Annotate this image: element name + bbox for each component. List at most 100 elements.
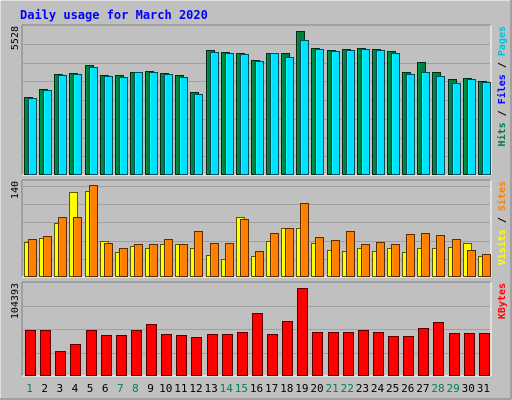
bar-sites (149, 244, 158, 277)
day-label: 18 (280, 382, 293, 395)
bar-kbytes (297, 288, 308, 376)
bar-sites (89, 185, 98, 277)
chart-panels: 5528 Hits / Files / Pages 140 Visits / Site… (10, 24, 508, 377)
bar-kbytes (55, 351, 66, 376)
axis-label-separator: / (497, 104, 508, 122)
day-label: 4 (72, 382, 79, 395)
panel-hits-files-pages: 5528 Hits / Files / Pages (10, 24, 508, 176)
day-label: 29 (447, 382, 460, 395)
y-max-label: 140 (10, 181, 21, 199)
day-label: 23 (356, 382, 369, 395)
bar-kbytes (237, 332, 248, 376)
axis-label-files: Files (496, 74, 508, 104)
chart-title: Daily usage for March 2020 (20, 8, 208, 22)
day-label: 13 (204, 382, 217, 395)
bar-files (104, 76, 113, 175)
bar-sites (73, 217, 82, 277)
bar-kbytes (191, 337, 202, 376)
right-axis-label: KBytes (497, 283, 508, 319)
bar-files (225, 53, 234, 175)
bar-kbytes (25, 330, 36, 376)
bar-sites (436, 235, 445, 277)
bar-sites (467, 250, 476, 277)
bar-kbytes (252, 313, 263, 376)
day-label: 27 (416, 382, 429, 395)
bar-sites (300, 203, 309, 277)
bar-kbytes (403, 336, 414, 376)
bar-files (391, 53, 400, 175)
day-label: 11 (174, 382, 187, 395)
bar-files (119, 77, 128, 175)
panel-visits-sites: 140 Visits / Sites (10, 179, 508, 278)
bar-files (240, 54, 249, 175)
bar-sites (452, 239, 461, 277)
bar-sites (164, 239, 173, 277)
bar-files (255, 61, 264, 175)
right-axis-label: Visits / Sites (496, 181, 508, 265)
day-label: 20 (310, 382, 323, 395)
bar-kbytes (433, 322, 444, 376)
bar-sites (255, 251, 264, 277)
bar-sites (104, 243, 113, 277)
day-label: 28 (431, 382, 444, 395)
day-label: 30 (462, 382, 475, 395)
bar-kbytes (161, 334, 172, 376)
bar-sites (285, 228, 294, 277)
bar-sites (119, 248, 128, 277)
bar-files (376, 50, 385, 175)
day-label: 15 (235, 382, 248, 395)
day-label: 9 (147, 382, 154, 395)
day-label: 12 (189, 382, 202, 395)
bar-kbytes (116, 335, 127, 376)
bar-sites (240, 219, 249, 277)
bar-kbytes (479, 333, 490, 376)
bar-sites (315, 237, 324, 277)
day-label: 1 (26, 382, 33, 395)
bar-files (406, 74, 415, 175)
bar-kbytes (70, 344, 81, 376)
day-label: 31 (477, 382, 490, 395)
bar-sites (270, 233, 279, 277)
bar-sites (376, 242, 385, 277)
bar-sites (225, 243, 234, 277)
bar-kbytes (86, 330, 97, 376)
bar-kbytes (282, 321, 293, 376)
day-label: 3 (57, 382, 64, 395)
day-label: 26 (401, 382, 414, 395)
bar-files (285, 57, 294, 175)
bar-sites (210, 243, 219, 277)
bar-files (28, 98, 37, 175)
bar-kbytes (101, 335, 112, 376)
bar-files (270, 53, 279, 175)
bar-files (164, 74, 173, 175)
bar-files (194, 94, 203, 175)
bar-sites (179, 244, 188, 277)
bar-files (315, 49, 324, 175)
bar-kbytes (343, 332, 354, 376)
day-label: 8 (132, 382, 139, 395)
bar-files (452, 83, 461, 175)
y-max-label: 104393 (10, 283, 21, 319)
bar-files (300, 40, 309, 175)
bar-files (361, 49, 370, 175)
day-label: 22 (341, 382, 354, 395)
bar-files (331, 51, 340, 175)
bar-files (436, 76, 445, 175)
axis-label-visits: Visits (496, 229, 508, 265)
bar-kbytes (207, 334, 218, 376)
bar-sites (482, 254, 491, 277)
bar-sites (421, 233, 430, 277)
day-label: 19 (295, 382, 308, 395)
day-label: 14 (220, 382, 234, 395)
bar-sites (361, 244, 370, 277)
axis-label-separator: / (497, 56, 508, 74)
bar-files (482, 82, 491, 175)
axis-label-sites: Sites (496, 181, 508, 211)
bar-sites (58, 217, 67, 277)
day-label: 17 (265, 382, 278, 395)
bar-kbytes (418, 328, 429, 376)
day-label: 16 (250, 382, 263, 395)
bar-files (179, 77, 188, 175)
bar-files (210, 52, 219, 175)
